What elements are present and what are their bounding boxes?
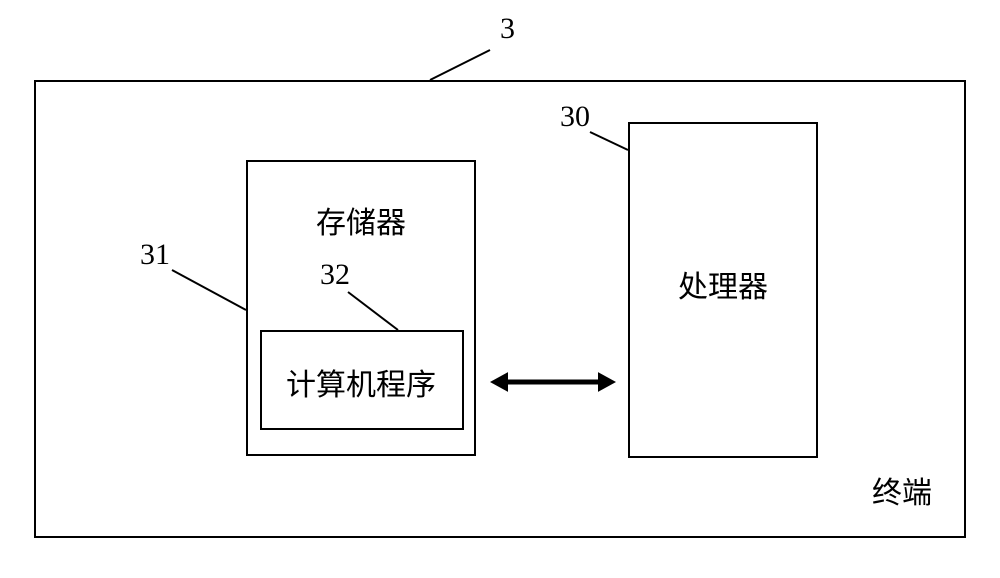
processor-leader-line xyxy=(590,132,628,150)
processor-ref-number: 30 xyxy=(560,100,590,134)
memory-ref-number: 31 xyxy=(140,238,170,272)
memory-leader-line xyxy=(172,270,246,310)
memory-label: 存储器 xyxy=(316,198,406,242)
processor-label: 处理器 xyxy=(678,262,768,306)
program-leader-line xyxy=(348,292,398,330)
terminal-ref-number: 3 xyxy=(500,12,515,46)
terminal-leader-line xyxy=(430,50,490,80)
bidirectional-arrow-icon xyxy=(468,360,638,404)
terminal-label: 终端 xyxy=(872,468,932,512)
program-ref-number: 32 xyxy=(320,258,350,292)
program-label: 计算机程序 xyxy=(286,360,436,404)
